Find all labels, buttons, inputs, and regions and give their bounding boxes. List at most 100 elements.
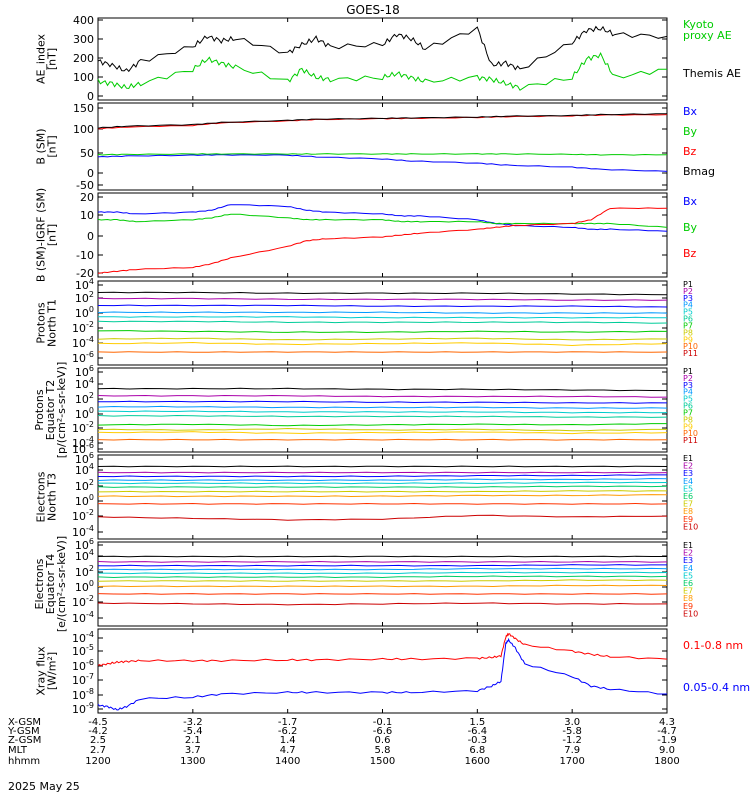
x-tick-label: 2.5 bbox=[90, 735, 106, 746]
series-line-P3 bbox=[97, 304, 668, 308]
y-tick-label: 100 bbox=[73, 71, 94, 84]
series-group-1 bbox=[97, 25, 668, 91]
x-tick-label: 6.8 bbox=[469, 745, 485, 756]
legend-label: P7 bbox=[683, 408, 693, 417]
x-tick-label: 9.0 bbox=[659, 745, 675, 756]
y-axis-label: [e/(cm²-s-sr-keV)] bbox=[55, 536, 68, 632]
y-tick-label: 20 bbox=[80, 191, 94, 204]
series-line-P10 bbox=[97, 351, 668, 353]
legend-label: 0.1-0.8 nm bbox=[683, 639, 743, 652]
x-tick-label: -1.9 bbox=[657, 735, 677, 746]
x-tick-label: -4.7 bbox=[657, 726, 677, 737]
series-line-E9 bbox=[97, 502, 668, 505]
panel-2: 150 100 50 0-50 B (SM)[nT] Bx By Bz Bmag bbox=[35, 102, 716, 192]
series-line-P5 bbox=[97, 410, 668, 414]
series-line-P2 bbox=[97, 394, 668, 398]
y-tick-label: 0 bbox=[87, 167, 94, 180]
legend-label: E4 bbox=[683, 477, 693, 486]
series-line-E5 bbox=[98, 481, 668, 485]
x-row-label: Y-GSM bbox=[7, 726, 40, 737]
series-line-E1 bbox=[97, 555, 667, 558]
y-tick-label: 102 bbox=[75, 564, 94, 579]
legend-label: P11 bbox=[683, 436, 698, 445]
series-line-Bx bbox=[97, 154, 668, 172]
y-tick-label: 150 bbox=[73, 102, 94, 115]
x-tick-label: -6.4 bbox=[468, 726, 488, 737]
series-line-Kyoto proxy AE bbox=[97, 51, 667, 91]
series-group-4 bbox=[97, 291, 668, 353]
y-tick-label: 102 bbox=[75, 478, 94, 493]
x-tick-label: -4.5 bbox=[88, 717, 108, 728]
series-line-Bmag bbox=[97, 113, 667, 129]
series-line-E2 bbox=[97, 560, 668, 563]
y-tick-label: 102 bbox=[75, 290, 94, 305]
legend-label: Bx bbox=[683, 105, 698, 118]
legend-label: P3 bbox=[683, 294, 693, 303]
series-line-E3 bbox=[97, 564, 667, 567]
y-tick-label: 102 bbox=[75, 391, 94, 406]
legend-label: E4 bbox=[683, 564, 693, 573]
legend-label: P6 bbox=[683, 315, 693, 324]
x-tick-label: 1200 bbox=[85, 756, 110, 767]
x-tick-label: -4.2 bbox=[88, 726, 108, 737]
x-tick-label: 2.1 bbox=[185, 735, 201, 746]
x-tick-label: 4.3 bbox=[659, 717, 675, 728]
series-line-P9 bbox=[97, 431, 668, 435]
y-tick-label: 10-4 bbox=[72, 610, 94, 625]
y-tick-label: 400 bbox=[73, 14, 94, 27]
x-tick-label: 1.4 bbox=[280, 735, 296, 746]
legend-label: P4 bbox=[683, 388, 693, 397]
panel-3: 20 10 0 -10 -20 B (SM)-IGRF (SM)[nT] Bx By Bz bbox=[35, 188, 698, 282]
y-tick-label: 104 bbox=[75, 376, 94, 391]
series-line-E4 bbox=[97, 567, 668, 571]
panel-frame bbox=[97, 17, 668, 101]
x-tick-label: -3.2 bbox=[183, 717, 203, 728]
x-row-label: MLT bbox=[8, 745, 28, 756]
legend-label: E3 bbox=[683, 556, 693, 565]
series-line-Bz bbox=[97, 207, 668, 274]
panel-frame bbox=[97, 628, 668, 714]
legend-label: P10 bbox=[683, 429, 698, 438]
legend-label: E7 bbox=[683, 500, 693, 509]
x-tick-label: 1700 bbox=[559, 756, 584, 767]
y-axis-label: [nT] bbox=[46, 135, 59, 157]
y-tick-label: 10-4 bbox=[72, 335, 94, 350]
y-tick-label: 0 bbox=[87, 90, 94, 103]
x-row-label: Z-GSM bbox=[8, 735, 41, 746]
x-tick-label: 5.8 bbox=[375, 745, 391, 756]
x-tick-label: 1300 bbox=[180, 756, 205, 767]
y-axis-label: Xray flux bbox=[35, 646, 48, 696]
x-tick-label: 1.5 bbox=[469, 717, 485, 728]
y-tick-label: 10-2 bbox=[72, 320, 94, 335]
x-tick-label: -5.8 bbox=[562, 726, 582, 737]
y-tick-label: 200 bbox=[73, 52, 94, 65]
y-tick-label: 10-9 bbox=[72, 701, 94, 716]
y-axis-label: Equator T2 bbox=[44, 380, 57, 440]
series-line-P5 bbox=[97, 316, 668, 319]
legend-label: P9 bbox=[683, 422, 693, 431]
series-line-E10 bbox=[97, 514, 668, 521]
x-tick-label: 1800 bbox=[654, 756, 679, 767]
series-line-By bbox=[97, 213, 668, 228]
series-line-P6 bbox=[97, 414, 668, 418]
x-tick-label: -0.3 bbox=[468, 735, 488, 746]
series-group-8 bbox=[97, 632, 668, 711]
y-tick-label: 10-7 bbox=[72, 672, 94, 687]
y-tick-label: 10-6 bbox=[72, 658, 94, 673]
legend-label: E5 bbox=[683, 484, 693, 493]
y-axis-label: Electrons bbox=[35, 471, 48, 522]
legend-label: P11 bbox=[683, 349, 698, 358]
x-tick-label: -6.6 bbox=[373, 726, 393, 737]
x-tick-label: 7.9 bbox=[564, 745, 580, 756]
panel-frame bbox=[97, 454, 668, 540]
series-line-P1 bbox=[97, 291, 668, 296]
legend-label: Bmag bbox=[683, 165, 715, 178]
series-line-P7 bbox=[97, 330, 668, 334]
legend-label: E5 bbox=[683, 571, 693, 580]
plot-title: GOES-18 bbox=[346, 3, 400, 17]
series-line-P6 bbox=[97, 320, 668, 324]
